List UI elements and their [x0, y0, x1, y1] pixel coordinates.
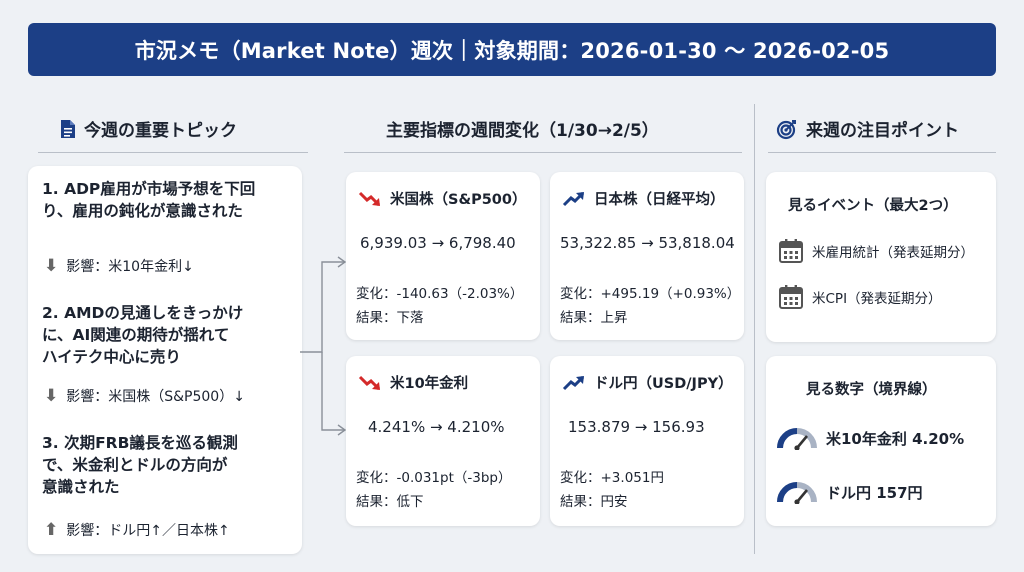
topic-2-impact-label: 影響：米国株（S&P500）↓	[66, 389, 245, 405]
indicator-name: ドル円（USD/JPY）	[594, 376, 733, 392]
event-label: 米雇用統計（発表延期分）	[812, 245, 974, 261]
indicator-range: 4.241% → 4.210%	[368, 418, 505, 436]
indicator-result: 結果：円安	[560, 494, 628, 510]
trend-down-icon	[358, 191, 381, 206]
gauge-icon	[777, 482, 817, 504]
indicator-range: 153.879 → 156.93	[568, 418, 705, 436]
levels-title: 見る数字（境界線）	[806, 382, 937, 398]
indicators-heading: 主要指標の週間変化（1/30→2/5）	[386, 116, 659, 141]
divider	[38, 152, 308, 153]
indicator-change: 変化：+3.051円	[560, 470, 664, 486]
indicator-card-usdjpy: ドル円（USD/JPY） 153.879 → 156.93 変化：+3.051円…	[550, 356, 744, 526]
calendar-icon	[779, 285, 803, 309]
connector-arrows	[300, 256, 347, 436]
indicator-title: ドル円（USD/JPY）	[562, 372, 733, 393]
indicator-title: 米国株（S&P500）	[358, 188, 526, 209]
indicator-change: 変化：-0.031pt（-3bp）	[356, 470, 512, 486]
level-item: ドル円 157円	[776, 480, 923, 504]
topic-3-line: 3. 次期FRB議長を巡る観測	[42, 434, 238, 452]
topic-1-line: り、雇用の鈍化が意識された	[42, 202, 243, 220]
indicator-title: 日本株（日経平均）	[562, 188, 725, 209]
indicator-card-sp500: 米国株（S&P500） 6,939.03 → 6,798.40 変化：-140.…	[346, 172, 540, 340]
topic-3-impact-label: 影響：ドル円↑／日本株↑	[66, 523, 230, 539]
topic-2-line: ハイテク中心に売り	[42, 348, 181, 366]
divider	[344, 152, 742, 153]
topic-3: 3. 次期FRB議長を巡る観測 で、米金利とドルの方向が 意識された	[42, 432, 238, 498]
levels-card: 見る数字（境界線） 米10年金利 4.20% ドル円 157円	[766, 356, 996, 526]
arrow-down-icon: ⬇	[44, 256, 59, 276]
indicator-name: 米国株（S&P500）	[390, 192, 527, 208]
watch-heading: 来週の注目ポイント	[776, 116, 959, 141]
indicators-heading-label: 主要指標の週間変化（1/30→2/5）	[386, 121, 659, 141]
column-separator	[754, 104, 755, 554]
level-label: ドル円 157円	[826, 483, 923, 502]
trend-up-icon	[562, 191, 585, 206]
indicator-name: 米10年金利	[390, 376, 469, 392]
level-item: 米10年金利 4.20%	[776, 426, 964, 450]
events-title: 見るイベント（最大2つ）	[788, 198, 958, 214]
arrow-down-icon: ⬇	[44, 386, 59, 406]
indicator-card-us10y: 米10年金利 4.241% → 4.210% 変化：-0.031pt（-3bp）…	[346, 356, 540, 526]
level-label: 米10年金利 4.20%	[826, 429, 965, 448]
calendar-icon	[779, 239, 803, 263]
arrow-up-icon: ⬆	[44, 520, 59, 540]
indicator-range: 6,939.03 → 6,798.40	[360, 234, 516, 252]
indicator-name: 日本株（日経平均）	[594, 192, 725, 208]
events-card: 見るイベント（最大2つ） 米雇用統計（発表延期分） 米CPI（発表延期分）	[766, 172, 996, 342]
watch-heading-label: 来週の注目ポイント	[806, 121, 959, 141]
document-icon	[61, 119, 75, 138]
event-label: 米CPI（発表延期分）	[812, 291, 942, 307]
indicator-range: 53,322.85 → 53,818.04	[560, 234, 735, 252]
indicator-result: 結果：低下	[356, 494, 424, 510]
topics-heading: 今週の重要トピック	[60, 116, 237, 141]
topic-3-line: 意識された	[42, 478, 120, 496]
topic-1: 1. ADP雇用が市場予想を下回 り、雇用の鈍化が意識された	[42, 178, 255, 222]
divider	[768, 152, 996, 153]
topic-1-impact-label: 影響：米10年金利↓	[66, 259, 194, 275]
topics-heading-label: 今週の重要トピック	[84, 121, 237, 141]
topic-1-line: 1. ADP雇用が市場予想を下回	[42, 180, 256, 198]
topic-2: 2. AMDの見通しをきっかけ に、AI関連の期待が揺れて ハイテク中心に売り	[42, 302, 243, 368]
indicator-change: 変化：-140.63（-2.03%）	[356, 286, 524, 302]
indicator-title: 米10年金利	[358, 372, 468, 393]
trend-up-icon	[562, 375, 585, 390]
topics-card: 1. ADP雇用が市場予想を下回 り、雇用の鈍化が意識された ⬇ 影響：米10年…	[28, 166, 302, 554]
target-icon	[776, 119, 796, 139]
topic-2-impact: ⬇ 影響：米国株（S&P500）↓	[44, 386, 245, 406]
topic-3-impact: ⬆ 影響：ドル円↑／日本株↑	[44, 520, 230, 540]
topic-3-line: で、米金利とドルの方向が	[42, 456, 228, 474]
trend-down-icon	[358, 375, 381, 390]
indicator-change: 変化：+495.19（+0.93%）	[560, 286, 741, 302]
topic-1-impact: ⬇ 影響：米10年金利↓	[44, 256, 194, 276]
indicator-result: 結果：下落	[356, 310, 424, 326]
event-item: 米CPI（発表延期分）	[778, 284, 942, 310]
topic-2-line: に、AI関連の期待が揺れて	[42, 326, 230, 344]
page-title: 市況メモ（Market Note）週次｜対象期間：2026-01-30 〜 20…	[28, 23, 996, 76]
topic-2-line: 2. AMDの見通しをきっかけ	[42, 304, 244, 322]
gauge-icon	[777, 428, 817, 450]
event-item: 米雇用統計（発表延期分）	[778, 238, 974, 264]
indicator-result: 結果：上昇	[560, 310, 628, 326]
indicator-card-nikkei: 日本株（日経平均） 53,322.85 → 53,818.04 変化：+495.…	[550, 172, 744, 340]
